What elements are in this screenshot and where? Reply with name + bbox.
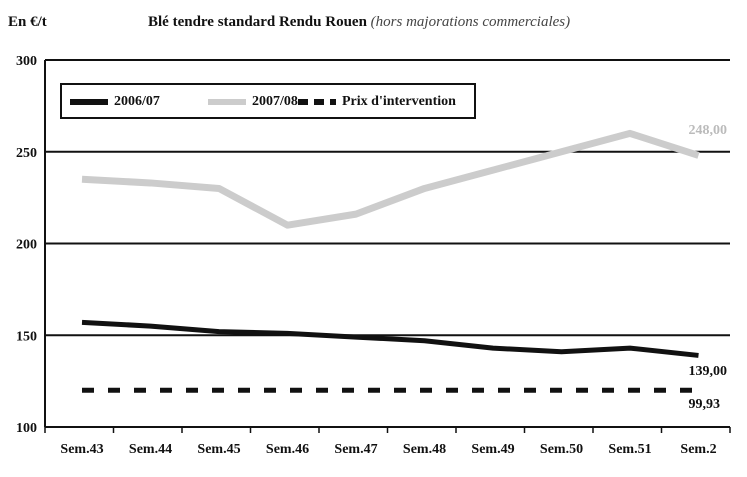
legend-label-2007-08: 2007/08	[252, 94, 298, 109]
legend-item-intervention: Prix d'intervention	[298, 92, 456, 112]
x-tick-label-10: Sem.2	[680, 442, 716, 457]
x-tick-label-8: Sem.50	[540, 442, 583, 457]
x-tick-label-3: Sem.45	[197, 442, 240, 457]
x-tick-label-1: Sem.43	[60, 442, 103, 457]
y-axis-unit-label: En €/t	[8, 14, 47, 30]
end-label-2007-08: 248,00	[689, 123, 728, 138]
chart-title-main: Blé tendre standard Rendu Rouen	[148, 14, 367, 30]
y-tick-label-150: 150	[16, 329, 37, 344]
legend-item-2006-07: 2006/07	[70, 92, 160, 112]
chart-title: Blé tendre standard Rendu Rouen (hors ma…	[148, 14, 570, 31]
end-label-2006-07: 139,00	[689, 364, 728, 379]
chart-legend: 2006/07 2007/08 Prix d'intervention	[60, 83, 476, 119]
legend-swatch-2007-08	[208, 99, 246, 105]
series-line-2	[81, 129, 700, 229]
x-tick-label-7: Sem.49	[471, 442, 514, 457]
legend-swatch-intervention	[298, 99, 336, 105]
x-tick-label-6: Sem.48	[403, 442, 446, 457]
legend-label-intervention: Prix d'intervention	[342, 94, 456, 109]
legend-label-2006-07: 2006/07	[114, 94, 160, 109]
legend-swatch-2006-07	[70, 99, 108, 105]
x-tick-label-4: Sem.46	[266, 442, 309, 457]
x-tick-label-2: Sem.44	[129, 442, 172, 457]
legend-item-2007-08: 2007/08	[208, 92, 298, 112]
y-tick-label-100: 100	[16, 421, 37, 436]
y-tick-label-200: 200	[16, 238, 37, 253]
series-line-1	[81, 319, 699, 358]
chart-title-subtitle: (hors majorations commerciales)	[370, 14, 571, 30]
y-tick-label-250: 250	[16, 146, 37, 161]
x-tick-label-5: Sem.47	[334, 442, 377, 457]
y-tick-label-300: 300	[16, 54, 37, 69]
end-label-intervention: 99,93	[689, 397, 721, 412]
x-tick-label-9: Sem.51	[608, 442, 651, 457]
